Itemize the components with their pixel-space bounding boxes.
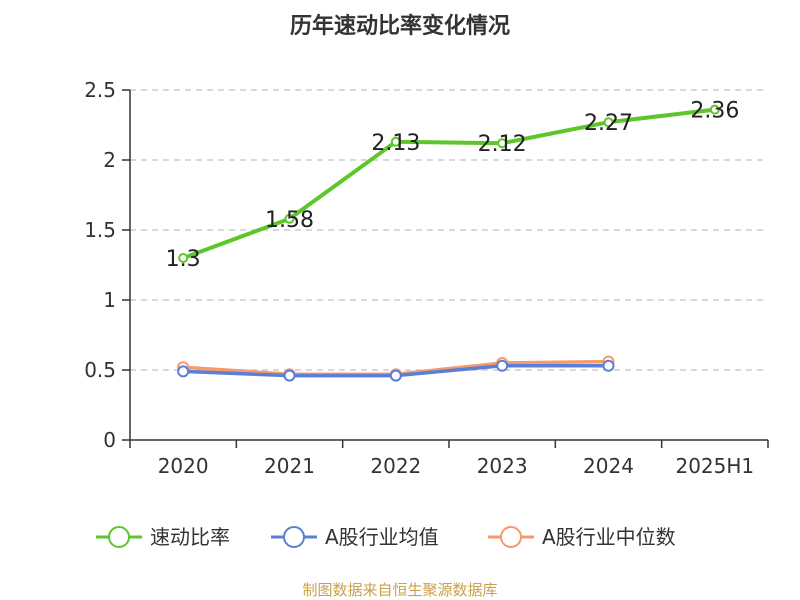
data-point[interactable]: [177, 365, 190, 378]
data-labels: 1.3 1.58 2.13 2.12 2.27 2.36: [166, 99, 740, 272]
chart-title: 历年速动比率变化情况: [290, 13, 510, 39]
series-1: [177, 359, 615, 382]
data-label: 2.27: [584, 111, 633, 136]
data-point[interactable]: [603, 117, 614, 128]
x-tick-label: 2022: [370, 454, 421, 478]
data-point[interactable]: [496, 359, 509, 372]
legend[interactable]: 速动比率 A股行业均值 A股行业中位数: [96, 525, 676, 549]
y-tick-label: 0.5: [84, 358, 116, 382]
data-point[interactable]: [283, 369, 296, 382]
data-point[interactable]: [497, 138, 508, 149]
y-tick-label: 2.5: [84, 78, 116, 102]
data-point[interactable]: [390, 136, 401, 147]
data-label: 1.3: [166, 247, 201, 272]
data-point[interactable]: [284, 213, 295, 224]
y-tick-label: 1: [103, 288, 116, 312]
x-tick-label: 2021: [264, 454, 315, 478]
x-tick-label: 2020: [158, 454, 209, 478]
x-tick-label: 2025H1: [675, 454, 754, 478]
series-group: [177, 104, 720, 382]
x-tick-label: 2024: [583, 454, 634, 478]
data-point[interactable]: [389, 369, 402, 382]
legend-label: 速动比率: [150, 525, 230, 549]
y-tick-label: 2: [103, 148, 116, 172]
series-line: [181, 107, 717, 260]
grid: [130, 89, 768, 371]
y-tick-label: 0: [103, 428, 116, 452]
x-tick-label: 2023: [477, 454, 528, 478]
source-note: 制图数据来自恒生聚源数据库: [302, 581, 497, 599]
legend-marker: [283, 526, 305, 548]
data-point[interactable]: [602, 359, 615, 372]
legend-marker: [500, 526, 522, 548]
data-label: 2.12: [478, 132, 527, 157]
legend-item-0[interactable]: 速动比率: [96, 525, 230, 549]
data-point[interactable]: [709, 104, 720, 115]
data-label: 2.36: [690, 99, 739, 124]
series-0: [178, 104, 720, 263]
data-label: 2.13: [371, 131, 420, 156]
legend-label: A股行业中位数: [542, 525, 676, 549]
data-label: 1.58: [265, 208, 314, 233]
axes: 0 0.5 1 1.5 2 2.5 2020 2021 2022 2023 2024 2025H1: [84, 78, 769, 478]
legend-label: A股行业均值: [325, 525, 439, 549]
y-tick-label: 1.5: [84, 218, 116, 242]
legend-item-1[interactable]: A股行业均值: [271, 525, 439, 549]
legend-item-2[interactable]: A股行业中位数: [488, 525, 676, 549]
data-point[interactable]: [178, 253, 189, 263]
legend-marker: [108, 526, 130, 548]
